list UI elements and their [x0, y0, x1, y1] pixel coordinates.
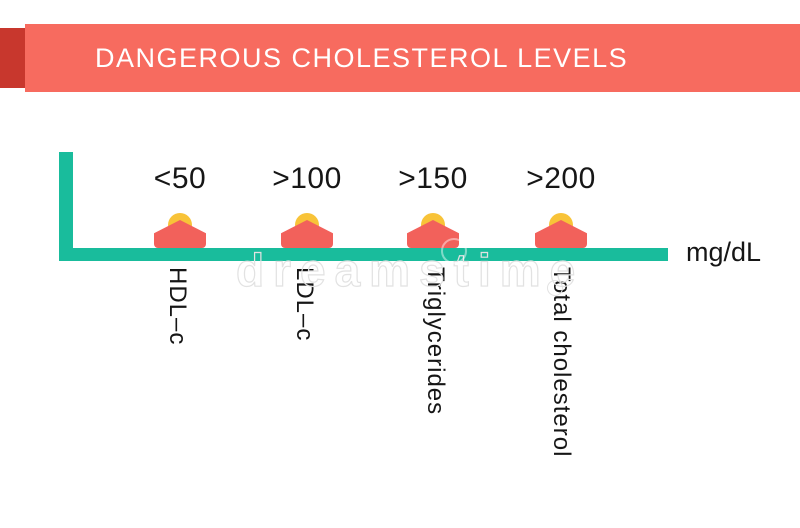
y-axis-bar — [59, 152, 73, 261]
page-title: DANGEROUS CHOLESTEROL LEVELS — [95, 42, 629, 73]
threshold-value-hdl: <50 — [153, 162, 207, 195]
threshold-value-total: >200 — [526, 162, 596, 195]
threshold-value-triglycerides: >150 — [398, 162, 468, 195]
category-label-hdl: HDL–c — [164, 267, 191, 346]
category-label-total: Total cholesterol — [548, 267, 575, 458]
threshold-marker-icon — [407, 213, 459, 248]
title-banner: DANGEROUS CHOLESTEROL LEVELS — [25, 24, 800, 92]
threshold-value-ldl: >100 — [272, 162, 342, 195]
category-label-triglycerides: Triglycerides — [422, 267, 449, 416]
threshold-marker-icon — [281, 213, 333, 248]
threshold-marker-icon — [154, 213, 206, 248]
axis-unit-label: mg/dL — [686, 237, 762, 267]
banner-accent-bar — [0, 28, 25, 88]
threshold-marker-icon — [535, 213, 587, 248]
category-label-ldl: LDL–c — [291, 267, 318, 342]
x-axis-bar — [59, 248, 668, 261]
